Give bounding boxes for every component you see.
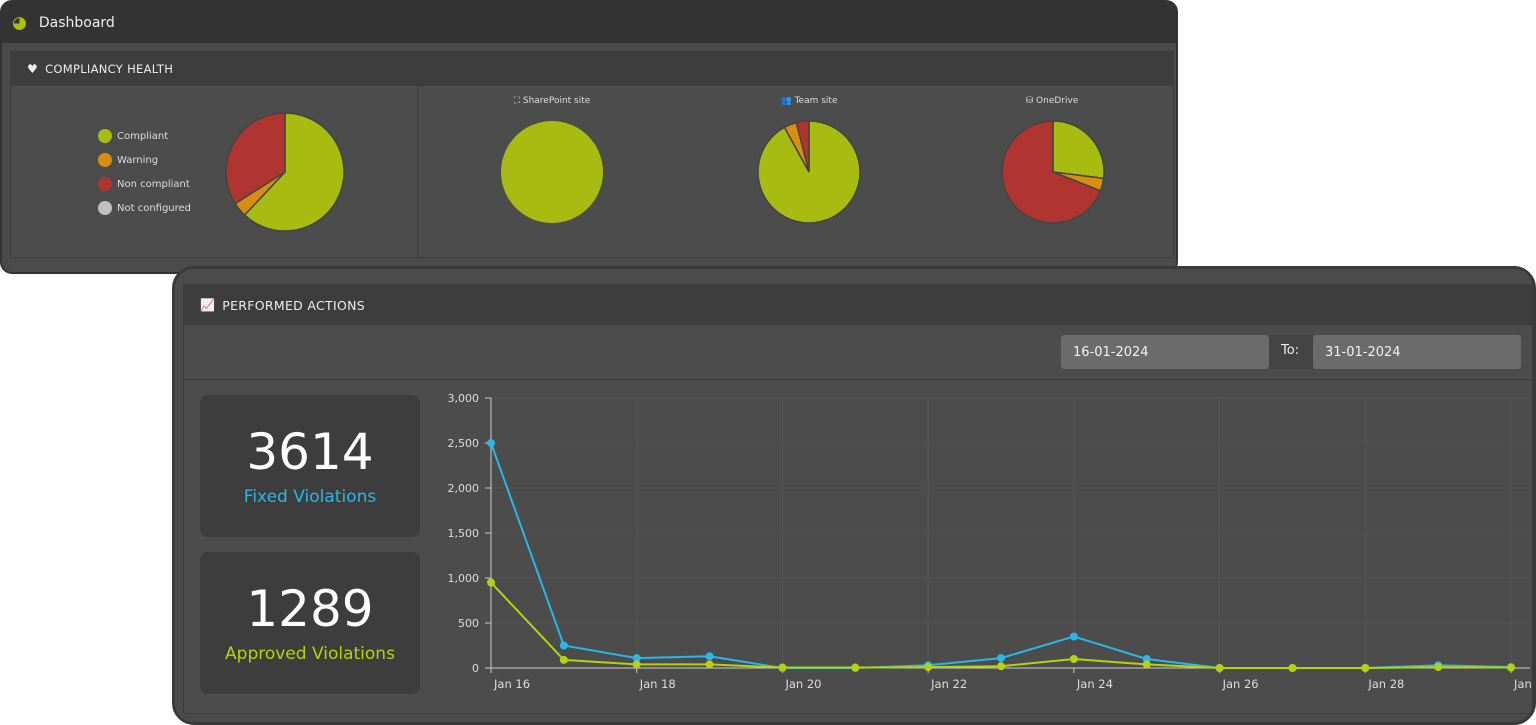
dashboard-window: ◕ Dashboard ♥ COMPLIANCY HEALTH Compliant…	[0, 0, 1178, 274]
compliancy-legend: Compliant Warning Non compliant Not conf…	[98, 124, 191, 220]
approved-count: 1289	[246, 580, 374, 638]
dashboard-title: Dashboard	[38, 14, 115, 31]
sharepoint-pie-slice-compliant[interactable]	[501, 121, 603, 223]
dashboard-titlebar: ◕ Dashboard	[2, 2, 1176, 43]
dashboard-gauge-icon: ◕	[12, 12, 27, 33]
legend-warning[interactable]: Warning	[98, 148, 191, 172]
from-date-input[interactable]: 16-01-2024	[1061, 335, 1269, 369]
to-label: To:	[1269, 335, 1313, 369]
users-icon: 👥	[780, 96, 795, 106]
compliancy-title: COMPLIANCY HEALTH	[45, 62, 174, 76]
line-chart-icon: 📈	[200, 298, 216, 312]
fixed-label: Fixed Violations	[243, 487, 377, 507]
actions-title: PERFORMED ACTIONS	[222, 297, 365, 313]
onedrive-pie-slice-compliant[interactable]	[1052, 120, 1105, 180]
legend-compliant[interactable]: Compliant	[98, 124, 191, 148]
drive-icon: ⛁	[1025, 96, 1037, 106]
sitemap-icon: ⛶	[513, 96, 523, 106]
heart-icon: ♥	[27, 62, 39, 76]
sharepoint-title: ⛶ SharePoint site	[513, 96, 591, 106]
fixed-count: 3614	[246, 423, 374, 481]
compliancy-pies	[225, 112, 1105, 232]
approved-label: Approved Violations	[225, 644, 395, 664]
overall-pie-slice-non-compliant[interactable]	[225, 112, 286, 205]
onedrive-pie-slice-non-compliant[interactable]	[1001, 120, 1102, 224]
approved-violations-card: 1289 Approved Violations	[200, 552, 420, 694]
legend-non-compliant[interactable]: Non compliant	[98, 172, 191, 196]
to-date-input[interactable]: 31-01-2024	[1313, 335, 1521, 369]
fixed-violations-card: 3614 Fixed Violations	[200, 395, 420, 537]
actions-window: 📈 PERFORMED ACTIONS 16-01-2024 To: 31-01-…	[172, 266, 1536, 725]
legend-not-configured[interactable]: Not configured	[98, 196, 191, 220]
teamsite-pie-slice-non-compliant[interactable]	[795, 120, 810, 173]
overall-pie-slice-compliant[interactable]	[243, 112, 345, 232]
onedrive-title: ⛁ OneDrive	[1025, 96, 1079, 106]
teamsite-title: 👥 Team site	[780, 96, 838, 106]
